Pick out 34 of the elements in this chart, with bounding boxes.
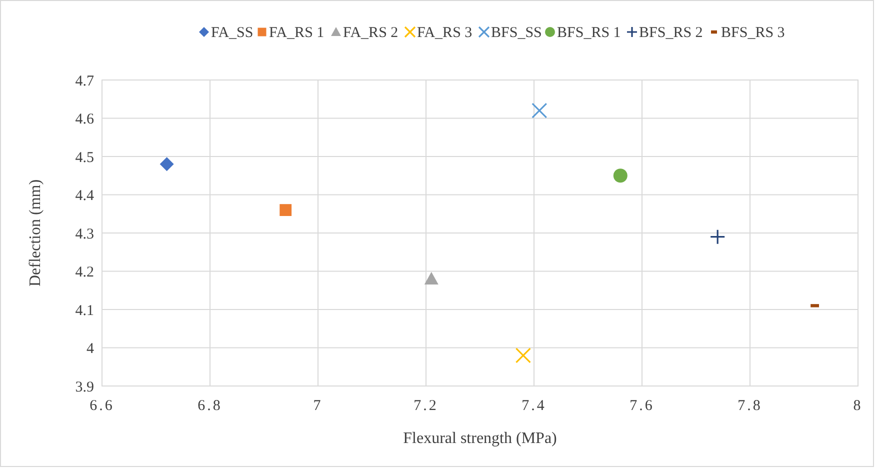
x-tick-label: 7.6 [630,398,654,414]
legend-label: BFS_RS 2 [639,25,703,41]
x-tick-label: 8 [853,398,863,414]
y-axis-title: Deflection (mm) [27,179,44,287]
point [710,229,726,245]
legend-label: FA_SS [211,25,254,41]
x-tick-label: 7.2 [414,398,438,414]
point [160,157,174,172]
legend-label: FA_RS 1 [269,25,324,41]
x-tick-label: 7.4 [522,398,546,414]
x-tick-label: 7 [313,398,323,414]
point [532,102,548,118]
y-tick-label: 3.9 [75,379,94,396]
y-tick-label: 4 [86,341,94,357]
x-tick-label: 6.8 [198,398,222,414]
legend-label: BFS_RS 1 [557,25,621,41]
legend-label: FA_RS 2 [343,25,398,41]
y-tick-label: 4.5 [75,150,94,166]
legend-label: BFS_RS 3 [721,25,785,41]
point [280,204,292,216]
y-tick-label: 4.7 [75,73,94,90]
y-tick-label: 4.4 [75,188,94,204]
x-axis-title: Flexural strength (MPa) [403,430,557,447]
y-tick-label: 4.2 [75,264,94,280]
point [515,348,531,364]
point [613,168,628,183]
x-tick-label: 7.8 [738,398,762,414]
legend-label: BFS_SS [491,25,542,41]
point [424,272,438,284]
y-tick-label: 4.6 [75,112,94,128]
x-tick-label: 6.6 [90,398,114,414]
y-tick-label: 4.3 [75,226,94,242]
y-tick-label: 4.1 [75,302,94,319]
legend-label: FA_RS 3 [417,25,472,41]
